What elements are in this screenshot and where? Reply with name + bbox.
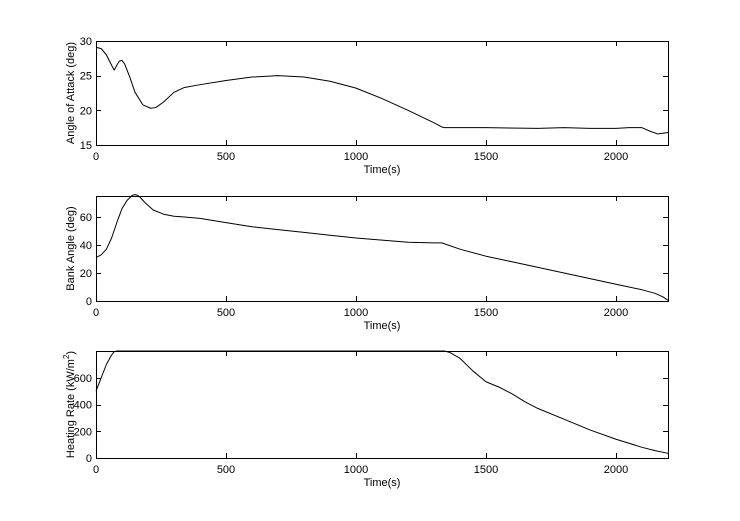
y-tick-label: 600 [74,373,92,385]
x-tick-label: 2000 [604,151,628,163]
y-tick-label: 0 [86,296,92,308]
y-axis-label-text: Angle of Attack (deg) [65,42,77,144]
x-tick-label: 0 [93,151,99,163]
y-tick-label: 60 [80,212,92,224]
x-tick-label: 2000 [604,464,628,476]
x-tick-label: 1500 [474,151,498,163]
x-tick-label: 500 [217,464,235,476]
series-line-2-1 [95,194,669,301]
x-axis-label: Time(s) [364,320,401,332]
y-tick-label: 25 [80,71,92,83]
x-tick-label: 1500 [474,464,498,476]
y-axis-label-text: Bank Angle (deg) [65,206,77,290]
y-tick-label: 30 [80,36,92,48]
x-tick-label: 0 [93,464,99,476]
x-tick-label: 1500 [474,307,498,319]
y-tick-label: 0 [86,453,92,465]
y-axis-label: Angle of Attack (deg) [65,42,77,144]
x-tick-label: 1000 [344,464,368,476]
axes-box [96,41,669,146]
y-tick-label: 15 [80,140,92,152]
x-tick-label: 0 [93,307,99,319]
y-tick-label: 40 [80,240,92,252]
chart-panel-1: 0 500 1000 1500 2000 15 20 25 30 Time(s) Angle of … [65,36,669,176]
y-axis-label: Bank Angle (deg) [65,206,77,290]
x-tick-label: 500 [217,307,235,319]
y-tick-label: 20 [80,105,92,117]
axes-box [96,351,669,459]
y-axis-label-suffix: ) [65,351,77,355]
y-axis-label-text: Heating Rate (kW/m [65,359,77,458]
x-axis-label: Time(s) [364,164,401,176]
x-tick-label: 1000 [344,307,368,319]
chart-panel-3: 0 500 1000 1500 2000 0 200 400 600 Time(s) Heating… [62,350,669,489]
x-tick-label: 500 [217,151,235,163]
y-axis-label: Heating Rate (kW/m2) [62,351,77,458]
axes-box [96,196,669,302]
y-tick-label: 200 [74,426,92,438]
x-tick-label: 2000 [604,307,628,319]
chart-panel-2: 0 500 1000 1500 2000 0 20 40 60 Time(s) Bank Angle… [65,194,669,332]
x-axis-label: Time(s) [364,477,401,489]
series-line-3-1 [95,350,669,454]
y-tick-label: 20 [80,268,92,280]
x-tick-label: 1000 [344,151,368,163]
y-axis-label-superscript: 2 [62,354,71,359]
y-tick-label: 400 [74,400,92,412]
series-line-1-1 [95,46,669,135]
